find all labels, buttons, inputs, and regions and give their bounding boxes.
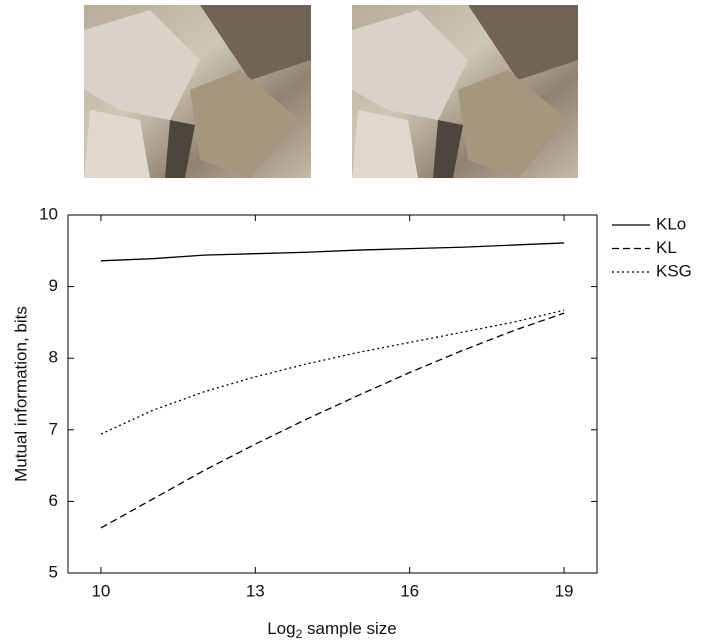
x-axis-label-text: Log: [267, 619, 295, 638]
x-tick-label: 19: [555, 581, 574, 600]
x-axis-label: Log2 sample size: [267, 619, 397, 641]
y-tick-label: 6: [49, 491, 58, 510]
y-tick-label: 10: [39, 204, 58, 223]
plot-frame: [67, 214, 598, 574]
y-tick-label: 5: [49, 562, 58, 581]
photo: [84, 5, 311, 178]
legend-label: KL: [656, 238, 677, 257]
x-tick-label: 16: [400, 581, 419, 600]
x-axis-label-subscript: 2: [296, 627, 303, 641]
x-axis-label-rest: sample size: [302, 619, 396, 638]
y-tick-label: 9: [49, 276, 58, 295]
y-axis-label: Mutual information, bits: [11, 306, 30, 482]
y-tick-label: 7: [49, 419, 58, 438]
y-tick-label: 8: [49, 348, 58, 367]
photo: [352, 5, 578, 178]
x-tick-label: 10: [91, 581, 110, 600]
series-line: [100, 242, 565, 262]
series-line: [100, 309, 565, 435]
legend-label: KSG: [656, 261, 692, 280]
x-tick-label: 13: [246, 581, 265, 600]
series-line: [100, 312, 565, 529]
legend-label: KLo: [656, 214, 686, 233]
